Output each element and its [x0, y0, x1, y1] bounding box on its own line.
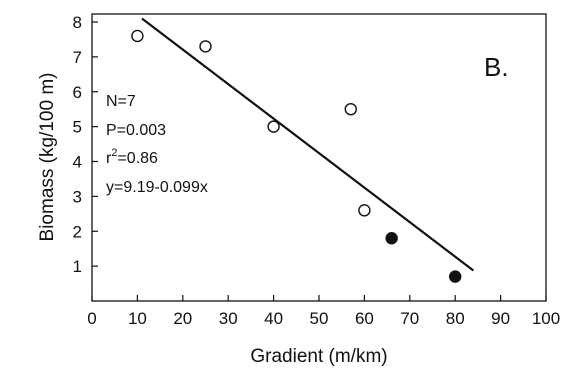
- filled-data-point: [385, 232, 398, 245]
- statistics-annotation: N=7 P=0.003 r2=0.86 y=9.19-0.099x: [106, 93, 208, 196]
- open-data-point: [267, 120, 280, 133]
- x-tick-label: 100: [532, 309, 560, 328]
- regression-line: [141, 17, 475, 272]
- x-tick-label: 40: [264, 309, 283, 328]
- filled-data-point: [449, 270, 462, 283]
- y-axis-title: Biomass (kg/100 m): [37, 73, 58, 242]
- y-tick-label: 8: [73, 13, 82, 32]
- open-data-point: [358, 204, 371, 217]
- data-points: [131, 29, 462, 283]
- x-tick-label: 0: [87, 309, 96, 328]
- r-squared-text: r2=0.86: [106, 147, 158, 167]
- regression-equation-text: y=9.19-0.099x: [106, 179, 208, 196]
- x-tick-label: 30: [219, 309, 238, 328]
- open-data-point: [199, 40, 212, 53]
- plot-frame: [91, 13, 547, 302]
- x-tick-label: 20: [173, 309, 192, 328]
- x-tick-label: 70: [400, 309, 419, 328]
- y-axis-ticks: 1 2 3 4 5 6 7 8: [73, 13, 98, 276]
- y-tick-label: 1: [73, 257, 82, 276]
- y-tick-label: 7: [73, 48, 82, 67]
- x-tick-label: 90: [491, 309, 510, 328]
- panel-label: B.: [484, 52, 509, 82]
- open-data-point: [131, 29, 144, 43]
- sample-size-text: N=7: [106, 93, 136, 110]
- open-data-point: [344, 102, 357, 116]
- x-axis-title: Gradient (m/km): [250, 346, 387, 367]
- r-squared-base: r: [106, 150, 112, 167]
- x-axis-ticks: 0 10 20 30 40 50 60 70 80 90 100: [87, 295, 560, 328]
- x-tick-label: 10: [128, 309, 147, 328]
- x-tick-label: 50: [310, 309, 329, 328]
- y-tick-label: 6: [73, 83, 82, 102]
- y-tick-label: 5: [73, 118, 82, 137]
- regression-line-group: [141, 17, 475, 272]
- p-value-text: P=0.003: [106, 122, 166, 139]
- y-tick-label: 3: [73, 187, 82, 206]
- y-tick-label: 2: [73, 222, 82, 241]
- plot-area-border: [91, 13, 547, 302]
- y-tick-label: 4: [73, 153, 82, 172]
- x-tick-label: 60: [355, 309, 374, 328]
- x-tick-label: 80: [446, 309, 465, 328]
- r-squared-value: =0.86: [117, 150, 158, 167]
- r-squared-superscript: 2: [111, 147, 117, 159]
